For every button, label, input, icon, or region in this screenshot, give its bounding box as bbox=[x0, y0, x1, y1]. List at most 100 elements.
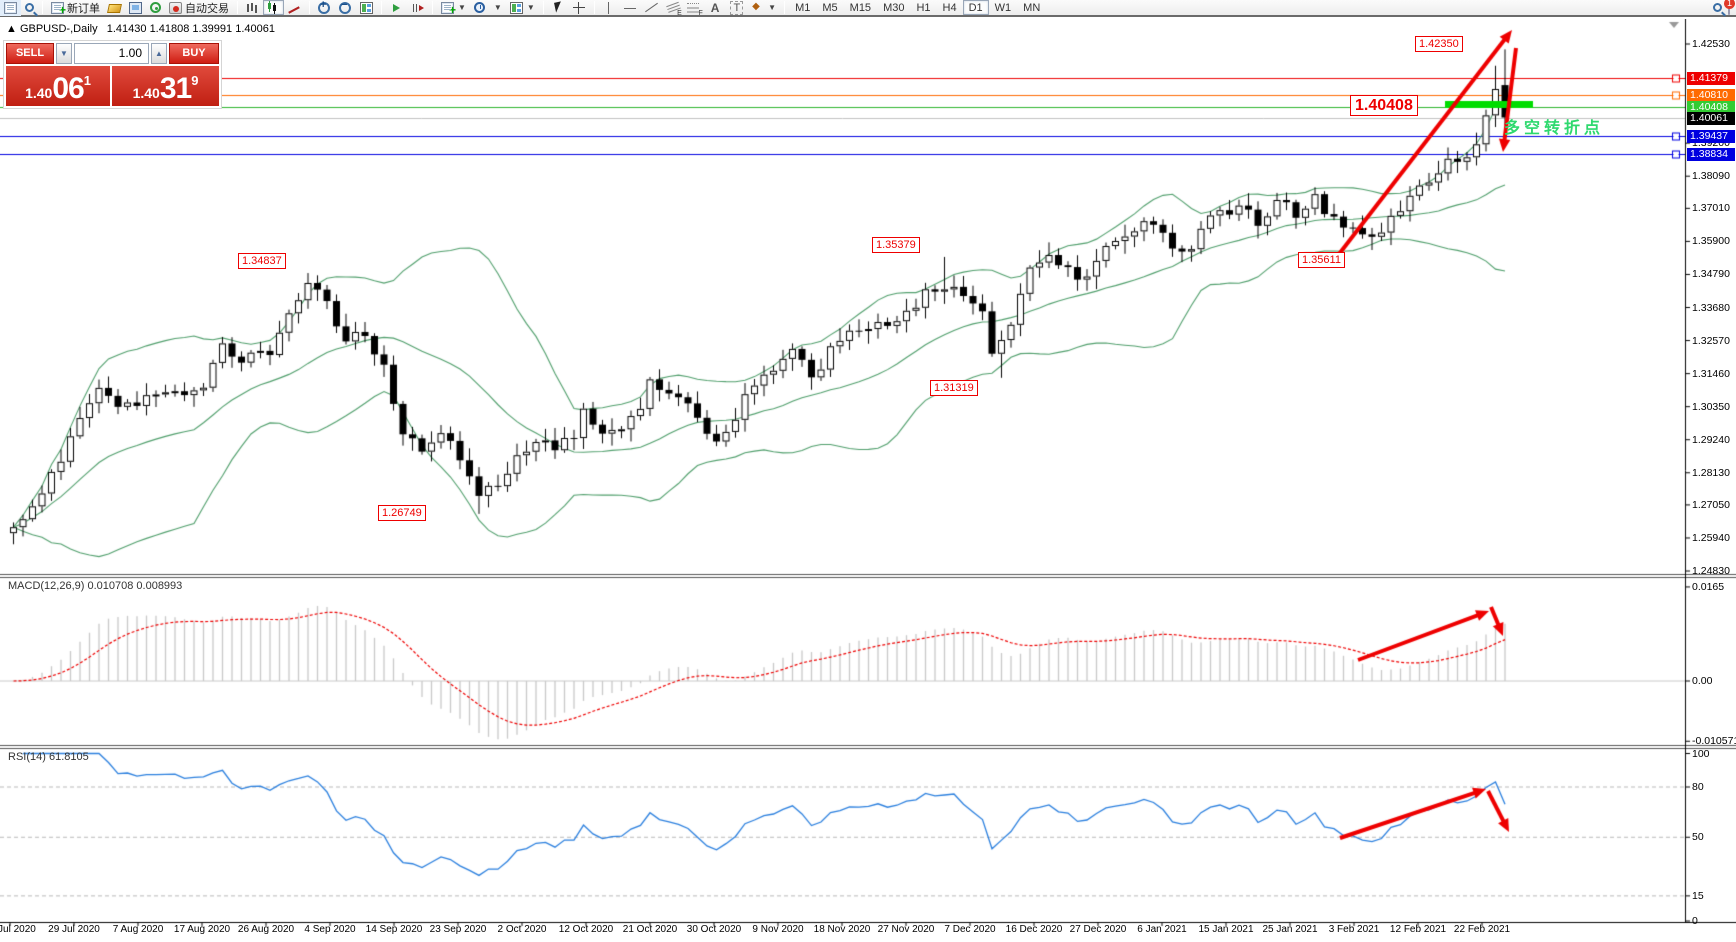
metaeditor-button[interactable] bbox=[104, 0, 125, 16]
toolbar-separator bbox=[593, 1, 595, 14]
chat-button[interactable]: 1 bbox=[1724, 0, 1735, 15]
chart-shift-button[interactable] bbox=[407, 0, 428, 16]
buy-button[interactable]: BUY bbox=[169, 43, 219, 64]
chart-canvas[interactable] bbox=[0, 19, 1736, 942]
line-chart-icon bbox=[288, 2, 301, 14]
date-axis-label: 12 Oct 2020 bbox=[558, 924, 614, 935]
timeframe-m1-button[interactable]: M1 bbox=[795, 2, 811, 14]
price-axis-tick: 1.35900 bbox=[1692, 235, 1730, 248]
timeframe-m30-button[interactable]: M30 bbox=[883, 2, 905, 14]
vertical-line-tool-button[interactable] bbox=[599, 0, 620, 16]
date-axis-label: 23 Sep 2020 bbox=[429, 924, 487, 935]
zoom-in-button[interactable] bbox=[314, 0, 335, 16]
chart-ohlc-values: 1.41430 1.41808 1.39991 1.40061 bbox=[106, 23, 275, 35]
signals-icon bbox=[150, 2, 161, 13]
price-axis-tick: 1.24830 bbox=[1692, 565, 1730, 578]
indicator-windows-button[interactable]: ▼ bbox=[506, 0, 539, 16]
fibonacci-tool-button[interactable] bbox=[683, 0, 704, 17]
crosshair-tool-button[interactable] bbox=[569, 0, 590, 16]
date-axis-label: 26 Aug 2020 bbox=[237, 924, 295, 935]
new-chart-icon bbox=[4, 1, 17, 14]
line-chart-button[interactable] bbox=[284, 0, 305, 16]
date-axis-label: 14 Sep 2020 bbox=[365, 924, 423, 935]
timeframe-d1-button[interactable]: D1 bbox=[962, 0, 989, 15]
date-axis-label: 3 Feb 2021 bbox=[1328, 924, 1380, 935]
bar-chart-button[interactable] bbox=[242, 0, 263, 16]
profiles-button[interactable] bbox=[21, 0, 38, 16]
volume-decrease-button[interactable]: ▼ bbox=[56, 43, 72, 64]
price-callout-label: 1.35379 bbox=[872, 237, 920, 253]
date-axis-label: 30 Oct 2020 bbox=[686, 924, 742, 935]
price-axis-tick: 1.34790 bbox=[1692, 268, 1730, 281]
search-icon[interactable] bbox=[1713, 3, 1722, 12]
text-tool-button[interactable]: A bbox=[704, 0, 727, 16]
sell-button[interactable]: SELL bbox=[6, 43, 54, 64]
date-axis-label: 27 Dec 2020 bbox=[1069, 924, 1127, 935]
templates-button[interactable]: ▼ bbox=[489, 0, 506, 16]
price-level-badge: 1.41379 bbox=[1687, 72, 1735, 86]
autotrading-icon bbox=[169, 1, 182, 14]
timeframe-mn-button[interactable]: MN bbox=[1023, 2, 1041, 14]
tile-windows-icon bbox=[360, 1, 373, 14]
timeframe-w1-button[interactable]: W1 bbox=[994, 2, 1012, 14]
price-level-badge: 1.40408 bbox=[1687, 101, 1735, 115]
horizontal-line-tool-button[interactable] bbox=[620, 0, 641, 16]
bar-chart-icon bbox=[246, 2, 259, 14]
rsi-axis-tick: 100 bbox=[1692, 747, 1710, 760]
price-level-badge: 1.40810 bbox=[1687, 89, 1735, 103]
buy-price-display[interactable]: 1.40 31 9 bbox=[112, 66, 219, 106]
timeframe-h1-button[interactable]: H1 bbox=[916, 2, 931, 14]
trendline-tool-button[interactable] bbox=[641, 0, 662, 16]
chevron-down-icon: ▼ bbox=[526, 3, 535, 12]
toolbar-separator bbox=[432, 1, 433, 14]
autotrading-label: 自动交易 bbox=[185, 2, 229, 15]
buy-price-point: 9 bbox=[191, 73, 199, 88]
new-order-button[interactable]: 新订单 bbox=[47, 0, 104, 17]
rsi-axis-tick: 80 bbox=[1692, 781, 1704, 793]
price-axis-tick: 1.31460 bbox=[1692, 367, 1730, 380]
timeframe-m5-button[interactable]: M5 bbox=[822, 2, 838, 14]
label-tool-icon: T bbox=[730, 0, 744, 15]
tile-windows-button[interactable] bbox=[356, 0, 377, 16]
sell-price-point: 1 bbox=[83, 73, 91, 88]
text-tool-icon: A bbox=[710, 0, 720, 15]
date-axis-label: 2 Oct 2020 bbox=[497, 924, 547, 935]
toolbar-separator bbox=[784, 1, 786, 14]
autotrading-button[interactable]: 自动交易 bbox=[165, 0, 233, 16]
timeframe-h4-button[interactable]: H4 bbox=[942, 2, 957, 14]
chart-symbol-period: GBPUSD-,Daily bbox=[19, 23, 98, 35]
new-order-icon bbox=[51, 1, 66, 17]
price-callout-label: 1.35611 bbox=[1298, 252, 1345, 268]
toolbar-separator bbox=[42, 1, 43, 14]
cursor-tool-button[interactable] bbox=[548, 0, 569, 16]
toolbar-separator bbox=[542, 1, 544, 14]
auto-scroll-button[interactable] bbox=[386, 0, 407, 16]
chart-title: ▲ GBPUSD-,Daily 1.41430 1.41808 1.39991 … bbox=[6, 23, 275, 35]
timeframe-m15-button[interactable]: M15 bbox=[849, 2, 872, 14]
label-tool-button[interactable]: T bbox=[726, 0, 747, 16]
crosshair-icon bbox=[572, 1, 586, 14]
add-indicator-button[interactable]: ▼ bbox=[437, 0, 470, 17]
volume-input[interactable]: 1.00 bbox=[74, 43, 149, 64]
cursor-icon bbox=[552, 2, 565, 14]
timeframe-toolbar: M1 M5 M15 M30 H1 H4 D1 W1 MN bbox=[789, 0, 1046, 15]
date-axis-label: 15 Jan 2021 bbox=[1198, 924, 1254, 935]
terminal-button[interactable] bbox=[125, 0, 146, 16]
arrows-tool-button[interactable]: ▼ bbox=[747, 0, 780, 16]
date-axis-label: 27 Nov 2020 bbox=[877, 924, 935, 935]
signals-button[interactable] bbox=[146, 0, 165, 16]
price-axis-tick: 1.28130 bbox=[1692, 466, 1730, 479]
sell-price-display[interactable]: 1.40 06 1 bbox=[6, 66, 111, 106]
candlestick-chart-button[interactable] bbox=[263, 0, 284, 15]
periods-button[interactable] bbox=[470, 0, 489, 16]
volume-increase-button[interactable]: ▲ bbox=[151, 43, 167, 64]
chart-window: ▲ GBPUSD-,Daily 1.41430 1.41808 1.39991 … bbox=[0, 19, 1736, 942]
price-callout-label: 1.34837 bbox=[238, 253, 286, 269]
zoom-out-button[interactable] bbox=[335, 0, 356, 16]
price-level-badge: 1.40061 bbox=[1687, 111, 1735, 125]
buy-price-base: 1.40 bbox=[132, 85, 160, 101]
new-chart-button[interactable] bbox=[0, 0, 21, 16]
channel-tool-button[interactable] bbox=[662, 0, 683, 17]
chart-shift-icon bbox=[411, 2, 424, 14]
key-level-label: 1.40408 bbox=[1350, 95, 1418, 116]
